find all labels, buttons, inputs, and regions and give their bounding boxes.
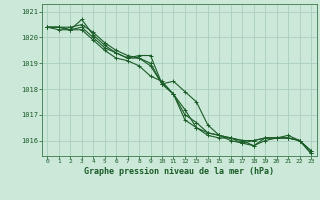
X-axis label: Graphe pression niveau de la mer (hPa): Graphe pression niveau de la mer (hPa): [84, 167, 274, 176]
